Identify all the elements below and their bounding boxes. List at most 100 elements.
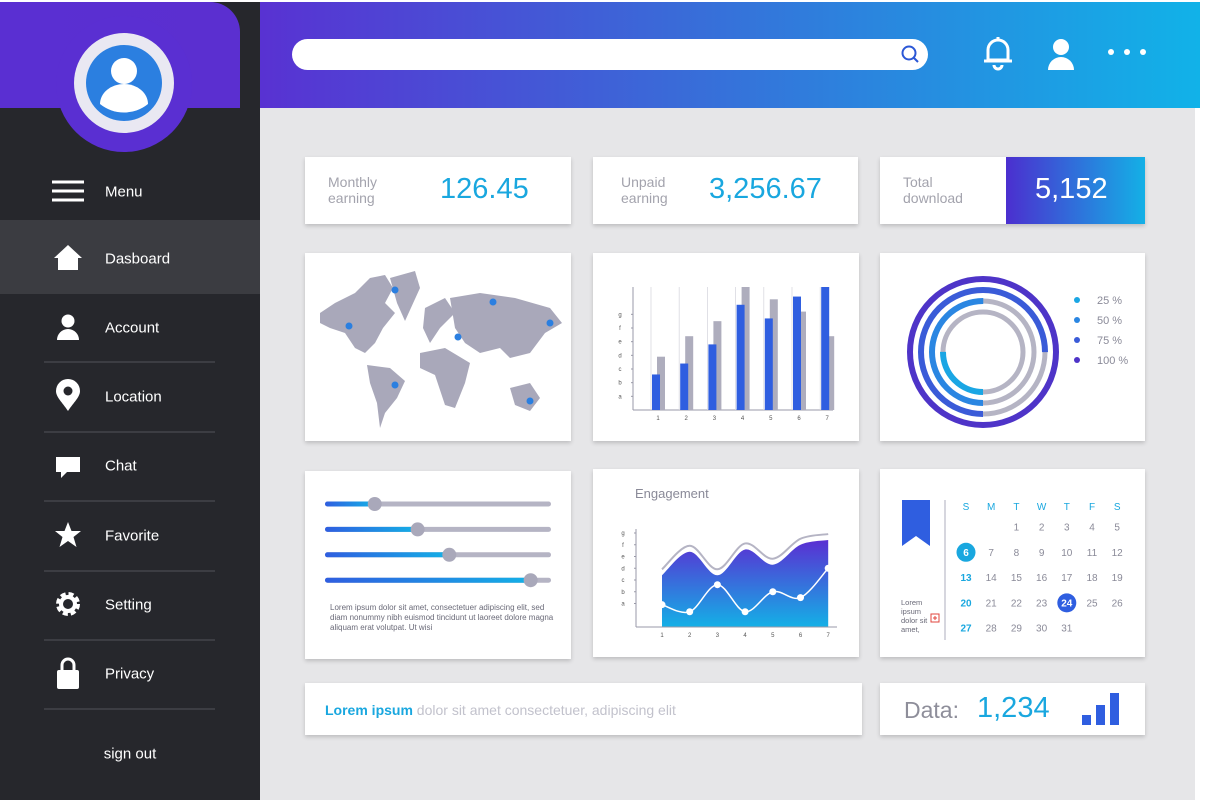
y-tick-label: b [621,590,625,596]
point [769,588,777,596]
day[interactable]: 26 [1112,598,1124,609]
day[interactable]: 2 [1039,523,1045,534]
slider-knob[interactable] [410,522,425,537]
y-tick-label: g [618,312,621,318]
more-icon[interactable] [1108,49,1146,55]
day[interactable]: 22 [1011,598,1023,609]
bar [826,336,835,410]
day[interactable]: 28 [986,624,998,635]
legend-dot [1074,337,1080,343]
day[interactable]: 31 [1061,624,1073,635]
day[interactable]: 25 [1086,598,1098,609]
separator [44,431,215,433]
day[interactable]: 5 [1114,523,1120,534]
day[interactable]: 29 [1011,624,1023,635]
data-value: 1,234 [977,692,1050,724]
bar [798,311,806,410]
nav-item[interactable]: Chat [105,457,137,475]
day[interactable]: 10 [1061,548,1073,559]
day[interactable]: 9 [1039,548,1045,559]
engagement-card: Engagement a b c d e f g 1 2 3 4 5 6 7 [593,469,859,657]
bar [652,374,660,410]
x-tick-label: 5 [771,633,775,639]
day[interactable]: 6 [963,548,969,559]
search-bar[interactable] [292,39,928,70]
day[interactable]: 17 [1061,573,1073,584]
world-map [320,271,562,428]
day[interactable]: 30 [1036,624,1048,635]
separator [44,708,215,710]
signal-icon [1082,693,1119,725]
x-tick-label: 6 [799,633,803,639]
active-row [0,220,260,294]
ring [929,298,1037,406]
nav-item[interactable]: Privacy [105,665,155,683]
bar [741,287,750,410]
y-tick-label: b [618,381,622,387]
nav-item[interactable]: Location [105,388,162,406]
sliders-card: Lorem ipsum dolor sit amet, consectetuer… [305,471,571,659]
y-tick-label: c [622,578,625,584]
calendar-note: Lorem ipsum dolor sit amet, [901,598,928,634]
bar [685,336,694,410]
day[interactable]: 24 [1061,598,1073,609]
day[interactable]: 15 [1011,573,1023,584]
search-icon[interactable] [901,45,917,61]
weekday: S [1114,502,1121,513]
slider-knob[interactable] [523,573,538,588]
nav-item[interactable]: Dasboard [105,250,171,268]
stat-card: Unpaid earning 3,256.67 [593,157,858,224]
legend-dot [1074,357,1080,363]
day[interactable]: 3 [1064,523,1070,534]
bar [657,356,665,410]
menu-label[interactable]: Menu [105,183,143,201]
slider-fill [325,552,450,558]
slider-fill [325,501,375,507]
day[interactable]: 1 [1014,523,1020,534]
x-tick-label: 2 [685,416,689,422]
slider-fill [325,577,531,583]
stat-highlight [1006,157,1145,224]
day[interactable]: 21 [986,598,998,609]
day[interactable]: 27 [960,624,972,635]
weekday: S [963,502,970,513]
selected-day [956,542,976,562]
sign-out[interactable]: sign out [103,745,157,763]
day[interactable]: 4 [1089,523,1095,534]
day[interactable]: 7 [988,548,994,559]
day[interactable]: 12 [1112,548,1124,559]
day[interactable]: 18 [1086,573,1098,584]
y-tick-label: e [618,340,622,346]
area [662,540,829,627]
slider-knob[interactable] [367,497,382,511]
ring [907,276,1059,428]
point [741,608,749,616]
day[interactable]: 16 [1036,573,1048,584]
nav-item[interactable]: Favorite [105,527,160,545]
bar-chart: a b c d e f g 1 2 3 4 5 6 7 [618,287,835,422]
day[interactable]: 8 [1014,548,1020,559]
point [686,608,694,616]
day[interactable]: 14 [986,573,998,584]
map-card [305,253,571,441]
stat-value: 126.45 [440,173,529,205]
day[interactable]: 19 [1112,573,1124,584]
nav-item[interactable]: Setting [105,596,152,614]
slider-knob[interactable] [442,547,457,562]
slider-text: Lorem ipsum dolor sit amet, consectetuer… [330,603,554,632]
x-tick-label: 7 [827,633,831,639]
day[interactable]: 23 [1036,598,1048,609]
bell-icon[interactable] [984,37,1012,71]
nav-item[interactable]: Account [105,319,160,337]
donut-card: 25 % 50 % 75 % 100 % [880,253,1145,441]
day[interactable]: 20 [960,598,972,609]
day[interactable]: 13 [960,573,972,584]
stat-card: Monthly earning 126.45 [305,157,571,224]
user-icon[interactable] [1048,39,1074,70]
x-tick-label: 3 [713,416,717,422]
day[interactable]: 11 [1087,548,1098,559]
weekday: T [1013,502,1019,513]
